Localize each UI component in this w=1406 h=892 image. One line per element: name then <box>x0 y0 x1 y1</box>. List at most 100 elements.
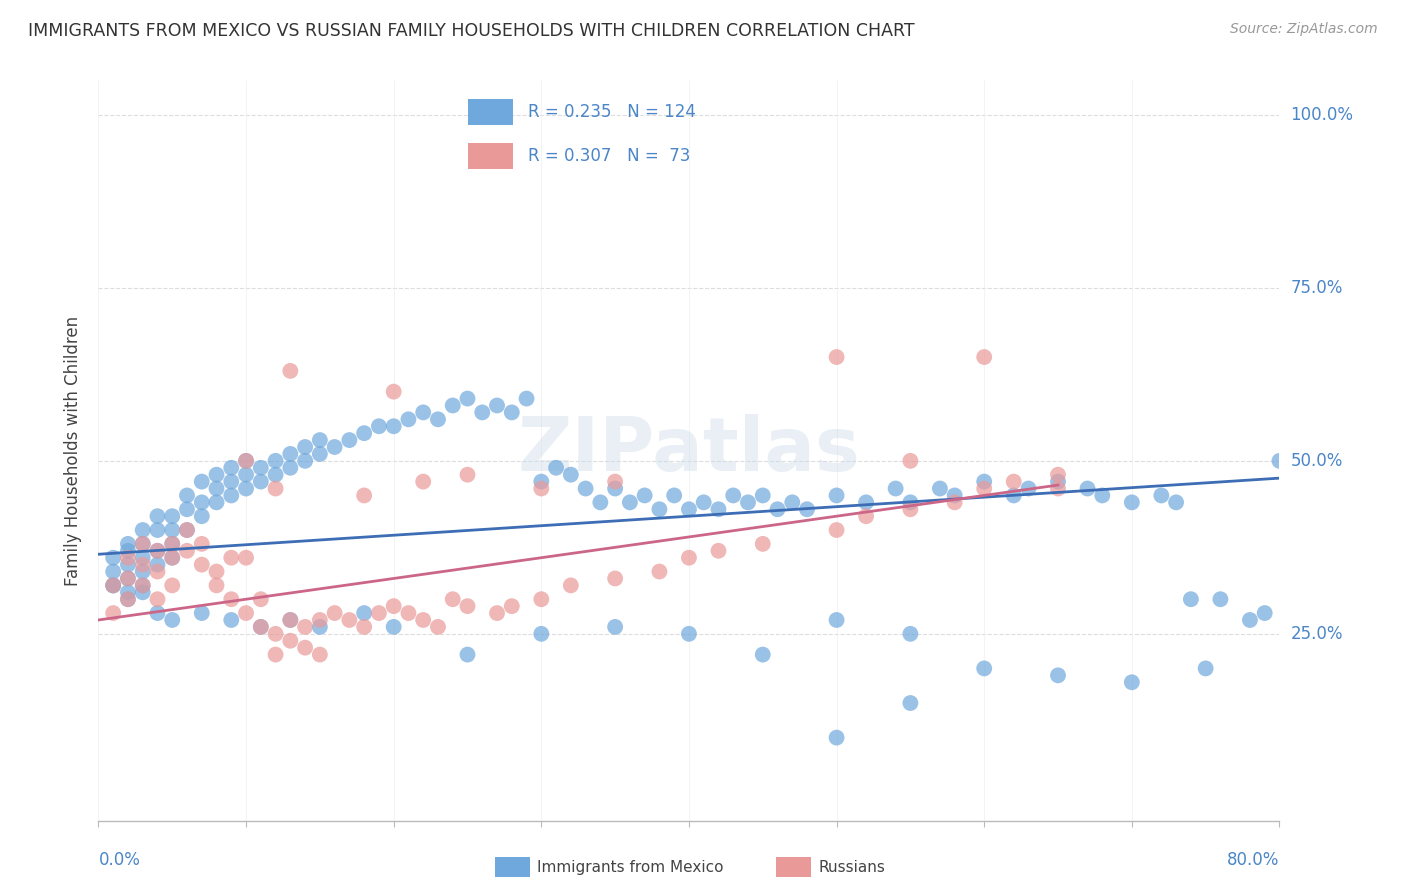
Point <box>162 523 183 537</box>
Point <box>782 495 804 509</box>
Point <box>353 620 375 634</box>
Point <box>678 550 700 565</box>
Point <box>235 606 257 620</box>
Point <box>973 475 995 489</box>
Point <box>264 627 287 641</box>
Point <box>751 488 773 502</box>
Point <box>294 454 316 468</box>
Point <box>103 550 125 565</box>
Point <box>205 578 228 592</box>
Point <box>456 467 478 482</box>
Point <box>146 509 169 524</box>
Point <box>117 537 139 551</box>
Point <box>191 537 214 551</box>
Point <box>353 426 375 441</box>
Point <box>176 523 198 537</box>
Point <box>132 550 155 565</box>
Point <box>501 405 523 419</box>
Point <box>605 482 627 496</box>
Point <box>751 648 773 662</box>
Point <box>323 440 346 454</box>
Point <box>427 620 450 634</box>
Point <box>619 495 641 509</box>
Point <box>825 523 848 537</box>
Point <box>1150 488 1173 502</box>
Point <box>353 488 375 502</box>
Point <box>353 606 375 620</box>
Point <box>235 467 257 482</box>
Point <box>205 467 228 482</box>
Point <box>176 488 198 502</box>
Text: ZIPatlas: ZIPatlas <box>517 414 860 487</box>
Point <box>103 578 125 592</box>
Point <box>973 661 995 675</box>
Point <box>146 543 169 558</box>
Point <box>162 509 183 524</box>
Point <box>176 543 198 558</box>
Point <box>117 592 139 607</box>
Point <box>855 495 877 509</box>
Point <box>117 550 139 565</box>
Point <box>235 454 257 468</box>
Point <box>205 495 228 509</box>
Point <box>176 523 198 537</box>
Point <box>219 488 242 502</box>
Point <box>132 585 155 599</box>
Point <box>309 648 332 662</box>
Point <box>441 592 464 607</box>
Text: IMMIGRANTS FROM MEXICO VS RUSSIAN FAMILY HOUSEHOLDS WITH CHILDREN CORRELATION CH: IMMIGRANTS FROM MEXICO VS RUSSIAN FAMILY… <box>28 22 915 40</box>
Point <box>117 558 139 572</box>
Point <box>515 392 537 406</box>
Y-axis label: Family Households with Children: Family Households with Children <box>65 316 83 585</box>
Point <box>117 572 139 586</box>
Point <box>309 447 332 461</box>
Point <box>693 495 716 509</box>
Point <box>146 565 169 579</box>
Point <box>1046 482 1069 496</box>
Point <box>441 399 464 413</box>
Point <box>264 454 287 468</box>
Point <box>162 613 183 627</box>
Point <box>162 537 183 551</box>
Point <box>235 454 257 468</box>
Point <box>412 475 434 489</box>
Point <box>664 488 686 502</box>
Point <box>278 460 302 475</box>
Point <box>648 502 671 516</box>
Point <box>368 606 391 620</box>
Point <box>162 537 183 551</box>
Point <box>337 433 360 447</box>
Point <box>382 384 405 399</box>
Point <box>825 350 848 364</box>
Point <box>1077 482 1099 496</box>
Point <box>117 543 139 558</box>
Point <box>605 572 627 586</box>
Point <box>264 467 287 482</box>
Point <box>796 502 818 516</box>
Point <box>294 640 316 655</box>
Point <box>427 412 450 426</box>
Point <box>1046 475 1069 489</box>
Point <box>250 475 273 489</box>
Point <box>162 578 183 592</box>
Point <box>162 550 183 565</box>
Point <box>219 613 242 627</box>
Point <box>219 475 242 489</box>
Point <box>900 627 922 641</box>
Point <box>278 613 302 627</box>
Point <box>884 482 907 496</box>
Point <box>146 558 169 572</box>
Point <box>737 495 759 509</box>
Point <box>900 502 922 516</box>
Point <box>117 592 139 607</box>
Point <box>486 399 509 413</box>
Point <box>205 482 228 496</box>
Point <box>219 460 242 475</box>
Point <box>560 467 582 482</box>
Point <box>250 620 273 634</box>
Point <box>396 606 419 620</box>
Point <box>928 482 950 496</box>
Point <box>456 392 478 406</box>
Point <box>132 578 155 592</box>
Point <box>382 620 405 634</box>
